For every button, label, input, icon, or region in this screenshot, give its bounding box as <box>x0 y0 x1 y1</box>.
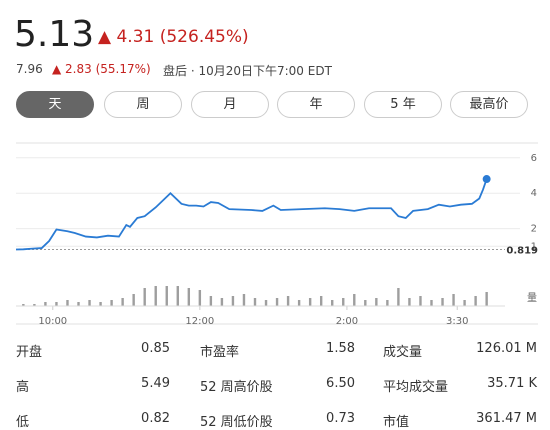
stat-label: 市盈率 <box>200 345 240 360</box>
range-tab[interactable]: 月 <box>191 91 269 118</box>
volume-bar <box>308 298 312 306</box>
volume-bar <box>176 286 179 306</box>
y-tick-label: 2 <box>531 224 537 235</box>
x-tick-label: 3:30 <box>446 316 468 327</box>
range-tab[interactable]: 最高价 <box>450 91 528 118</box>
y-tick-label: 1 <box>531 241 537 252</box>
stat-value: 0.82 <box>141 411 170 426</box>
volume-bar <box>66 300 69 306</box>
range-tab[interactable]: 周 <box>104 91 182 118</box>
volume-bar <box>264 300 268 306</box>
volume-bar <box>441 298 444 306</box>
last-price-dot <box>482 175 491 184</box>
range-tab[interactable]: 5 年 <box>364 91 442 118</box>
y-tick-label: 4 <box>531 188 537 199</box>
stat-label: 52 周高价股 <box>200 380 273 395</box>
stat-label: 平均成交量 <box>383 380 449 395</box>
volume-bar <box>44 302 47 306</box>
x-tick-label: 10:00 <box>38 316 67 327</box>
stat-label: 市值 <box>383 415 410 430</box>
volume-bar <box>121 298 124 306</box>
volume-bar <box>375 298 378 306</box>
stat-value: 0.85 <box>141 341 170 356</box>
stat-value: 5.49 <box>141 376 170 391</box>
volume-bar <box>353 294 356 306</box>
volume-bar <box>187 288 191 306</box>
price-change: ▲ 4.31 (526.45%) <box>98 27 249 47</box>
stat-value: 0.73 <box>326 411 355 426</box>
volume-bar <box>22 304 25 306</box>
volume-bar <box>154 286 157 306</box>
volume-bar <box>242 294 246 306</box>
stat-value: 1.58 <box>326 341 355 356</box>
x-tick-label: 12:00 <box>185 316 214 327</box>
range-tab[interactable]: 天 <box>16 91 94 118</box>
volume-label: 量 <box>527 292 537 304</box>
volume-bar <box>253 298 257 306</box>
volume-bar <box>419 296 422 306</box>
volume-bar <box>297 300 301 306</box>
volume-bar <box>286 296 290 306</box>
volume-bar <box>209 296 213 306</box>
y-tick-label: 6 <box>531 153 537 164</box>
stat-label: 成交量 <box>383 345 423 360</box>
volume-bar <box>165 286 168 306</box>
stat-value: 6.50 <box>326 376 355 391</box>
range-tab[interactable]: 年 <box>277 91 355 118</box>
volume-bar <box>99 302 102 306</box>
price: 5.13 <box>14 14 95 55</box>
volume-bar <box>77 302 80 306</box>
volume-bar <box>474 296 477 306</box>
stat-label: 低 <box>16 415 30 430</box>
volume-bar <box>319 296 323 306</box>
volume-bar <box>397 288 400 306</box>
stat-value: 126.01 M <box>476 341 537 356</box>
volume-bar <box>110 300 113 306</box>
stat-label: 52 周低价股 <box>200 415 273 430</box>
x-tick-label: 2:00 <box>336 316 358 327</box>
after-hours-change: ▲ 2.83 (55.17%) <box>52 62 151 76</box>
stat-label: 高 <box>16 380 30 395</box>
stat-value: 35.71 K <box>487 376 537 391</box>
volume-bar <box>342 298 345 306</box>
volume-bar <box>88 300 91 306</box>
volume-bar <box>331 300 334 306</box>
volume-bar <box>386 300 389 306</box>
volume-bar <box>408 298 411 306</box>
stat-value: 361.47 M <box>476 411 537 426</box>
volume-bar <box>198 290 202 306</box>
volume-bar <box>452 294 455 306</box>
stat-label: 开盘 <box>16 345 43 360</box>
volume-bar <box>364 300 367 306</box>
volume-bar <box>275 298 279 306</box>
after-hours-note: 盘后 · 10月20日下午7:00 EDT <box>163 64 332 78</box>
volume-bar <box>231 296 235 306</box>
volume-bar <box>220 298 224 306</box>
price-line <box>15 178 488 251</box>
volume-bar <box>485 292 488 306</box>
after-hours-price: 7.96 <box>16 62 43 76</box>
volume-bar <box>132 294 135 306</box>
volume-bar <box>33 304 36 306</box>
previous-close-label: 0.819 <box>506 246 538 257</box>
volume-bar <box>463 300 466 306</box>
volume-bar <box>430 300 433 306</box>
volume-bar <box>55 302 58 306</box>
volume-bar <box>143 288 146 306</box>
